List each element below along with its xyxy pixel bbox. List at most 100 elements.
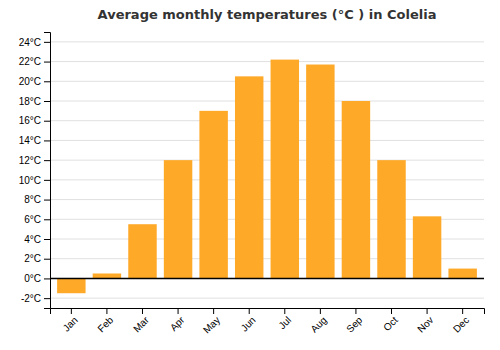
y-tick: 2°C bbox=[24, 253, 50, 264]
x-tick-label: May bbox=[201, 314, 222, 335]
grid-line bbox=[50, 81, 484, 82]
grid-line bbox=[50, 278, 484, 279]
y-tick: -2°C bbox=[21, 293, 50, 304]
grid-line bbox=[50, 101, 484, 102]
x-tick-mark bbox=[71, 308, 72, 314]
bar bbox=[57, 278, 85, 293]
x-tick-mark bbox=[142, 308, 143, 314]
x-tick-mark bbox=[284, 308, 285, 314]
y-tick-label: 8°C bbox=[24, 194, 41, 205]
y-tick-mark bbox=[44, 81, 50, 82]
grid-line bbox=[50, 41, 484, 42]
grid-line bbox=[50, 160, 484, 161]
title: Average monthly temperatures (°C ) in Co… bbox=[98, 7, 437, 22]
y-tick-mark bbox=[44, 101, 50, 102]
x-tick: Apr bbox=[168, 308, 187, 333]
x-tick: Jun bbox=[239, 308, 258, 334]
x-tick: Feb bbox=[95, 308, 115, 334]
y-tick-label: -2°C bbox=[21, 293, 41, 304]
y-tick-label: 6°C bbox=[24, 214, 41, 225]
y-tick-mark bbox=[44, 298, 50, 299]
y-tick-label: 10°C bbox=[19, 175, 41, 186]
y-tick-mark bbox=[44, 259, 50, 260]
bar bbox=[413, 216, 441, 278]
y-tick-mark bbox=[44, 200, 50, 201]
x-tick: Oct bbox=[381, 308, 400, 333]
x-tick: Mar bbox=[131, 308, 151, 334]
x-tick-label: Nov bbox=[415, 314, 435, 334]
y-tick-mark bbox=[44, 160, 50, 161]
y-tick-label: 24°C bbox=[19, 37, 41, 48]
x-tick-mark bbox=[462, 308, 463, 314]
y-tick: 6°C bbox=[24, 214, 50, 225]
y-axis-line bbox=[44, 33, 51, 309]
grid-line bbox=[50, 199, 484, 200]
x-tick-label: Jul bbox=[276, 314, 293, 331]
y-tick: 4°C bbox=[24, 234, 50, 245]
y-tick-label: 22°C bbox=[19, 56, 41, 67]
y-tick: 22°C bbox=[19, 56, 50, 67]
x-tick: Aug bbox=[308, 308, 328, 335]
x-tick: Dec bbox=[451, 308, 471, 335]
y-axis: -2°C 0°C 2°C 4°C 6°C 8°C 10°C 12°C 14°C 16°C 18°C 2… bbox=[19, 33, 51, 309]
y-tick-label: 18°C bbox=[19, 96, 41, 107]
bar bbox=[271, 60, 299, 279]
grid-line bbox=[50, 120, 484, 121]
grid-line bbox=[50, 298, 484, 299]
grid bbox=[50, 42, 484, 298]
x-tick-mark bbox=[213, 308, 214, 314]
x-tick-label: Oct bbox=[381, 314, 400, 333]
x-tick-mark bbox=[178, 308, 179, 314]
y-tick-label: 0°C bbox=[24, 273, 41, 284]
grid-line bbox=[50, 61, 484, 62]
y-tick-label: 2°C bbox=[24, 253, 41, 264]
y-tick-mark bbox=[44, 62, 50, 63]
y-tick-mark bbox=[44, 278, 50, 279]
x-tick-label: Feb bbox=[95, 314, 115, 334]
y-tick: 20°C bbox=[19, 76, 50, 87]
y-tick-label: 12°C bbox=[19, 155, 41, 166]
x-tick-mark bbox=[320, 308, 321, 314]
x-tick-label: Jan bbox=[61, 314, 80, 333]
bar bbox=[235, 76, 263, 278]
y-tick: 0°C bbox=[24, 273, 50, 284]
y-tick-mark bbox=[44, 180, 50, 181]
bar bbox=[128, 224, 156, 278]
x-tick: May bbox=[201, 308, 222, 336]
y-tick: 12°C bbox=[19, 155, 50, 166]
y-tick: 24°C bbox=[19, 37, 50, 48]
x-tick-mark bbox=[391, 308, 392, 314]
bar bbox=[342, 101, 370, 278]
x-tick-label: Sep bbox=[344, 314, 365, 335]
y-tick-label: 20°C bbox=[19, 76, 41, 87]
y-tick-mark bbox=[44, 219, 50, 220]
bar bbox=[164, 160, 192, 278]
y-tick-label: 4°C bbox=[24, 234, 41, 245]
x-tick-mark bbox=[249, 308, 250, 314]
bar bbox=[199, 111, 227, 279]
x-tick-mark bbox=[427, 308, 428, 314]
x-axis: Jan Feb Mar Apr May Jun Jul Aug Sep Oct Nov Dec bbox=[51, 308, 485, 336]
y-tick-mark bbox=[44, 42, 50, 43]
y-tick-label: 16°C bbox=[19, 115, 41, 126]
plot: -2°C 0°C 2°C 4°C 6°C 8°C 10°C 12°C 14°C 16°C 18°C 2… bbox=[19, 33, 485, 336]
y-tick-mark bbox=[44, 239, 50, 240]
x-tick: Jan bbox=[61, 308, 80, 334]
x-tick-label: Aug bbox=[308, 314, 328, 334]
bar bbox=[448, 269, 476, 279]
y-tick: 8°C bbox=[24, 194, 50, 205]
y-tick: 10°C bbox=[19, 175, 50, 186]
y-tick: 14°C bbox=[19, 135, 50, 146]
x-tick-label: Mar bbox=[131, 314, 151, 334]
x-tick-mark bbox=[106, 308, 107, 314]
grid-line bbox=[50, 179, 484, 180]
x-tick-label: Apr bbox=[168, 314, 187, 333]
y-tick-mark bbox=[44, 140, 50, 141]
x-tick: Sep bbox=[344, 308, 365, 335]
y-tick-label: 14°C bbox=[19, 135, 41, 146]
x-tick: Jul bbox=[276, 308, 293, 331]
x-tick-label: Jun bbox=[239, 314, 258, 333]
x-tick: Nov bbox=[415, 308, 435, 335]
chart: -2°C 0°C 2°C 4°C 6°C 8°C 10°C 12°C 14°C 16°C 18°C 2… bbox=[0, 0, 500, 350]
y-tick-mark bbox=[44, 121, 50, 122]
